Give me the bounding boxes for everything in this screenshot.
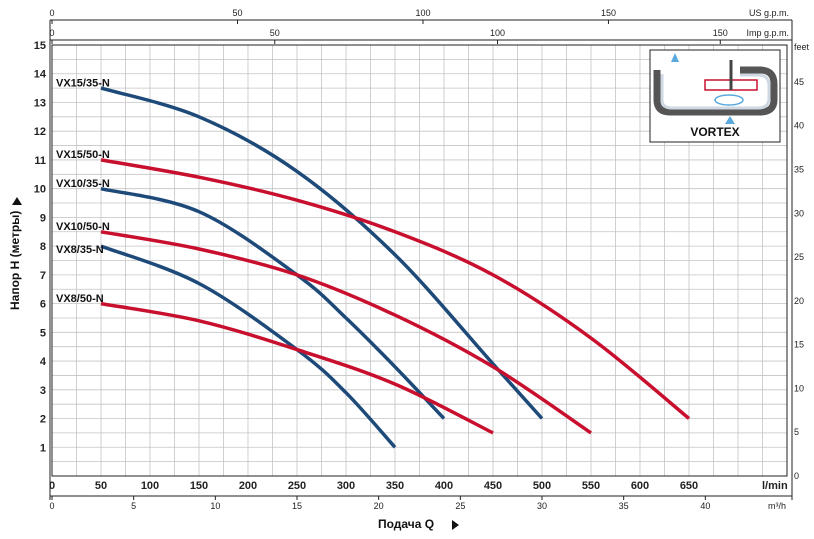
y-tick-label: 5 xyxy=(40,327,46,339)
x-tick-label: 500 xyxy=(533,480,551,492)
y-tick-label: 6 xyxy=(40,299,46,311)
x-tick-label: 550 xyxy=(582,480,600,492)
feet-tick-label: 25 xyxy=(794,252,804,262)
y-tick-label: 11 xyxy=(34,155,46,167)
m3h-tick-label: 40 xyxy=(700,501,710,511)
y-tick-label: 9 xyxy=(40,212,46,224)
x-unit-m3h: m³/h xyxy=(768,501,786,511)
vortex-inset: VORTEX xyxy=(649,49,781,143)
series-label: VX8/50-N xyxy=(56,293,104,305)
y-axis-title-group: Напор H (метры) xyxy=(8,211,22,310)
x-tick-label: 300 xyxy=(337,480,355,492)
us-gpm-tick-label: 150 xyxy=(601,8,616,18)
plot-border xyxy=(51,44,788,477)
series-curve xyxy=(100,244,397,449)
imp-gpm-tick-label: 0 xyxy=(49,28,54,38)
feet-tick-label: 0 xyxy=(794,471,799,481)
series-curve xyxy=(100,230,592,435)
x-tick-label: 150 xyxy=(190,480,208,492)
x-tick-label: 100 xyxy=(141,480,159,492)
y-tick-label: 15 xyxy=(34,40,46,52)
feet-tick-label: 20 xyxy=(794,296,804,306)
vortex-label: VORTEX xyxy=(690,125,739,139)
y-tick-label: 7 xyxy=(40,270,46,282)
series-curve xyxy=(100,86,544,420)
feet-tick-label: 30 xyxy=(794,208,804,218)
series-label: VX8/35-N xyxy=(56,244,104,256)
top-unit-us-gpm: US g.p.m. xyxy=(749,8,789,18)
x-tick-label: 600 xyxy=(631,480,649,492)
x-tick-label: 50 xyxy=(95,480,107,492)
right-unit-feet: feet xyxy=(794,42,810,52)
us-gpm-tick-label: 100 xyxy=(415,8,430,18)
feet-tick-label: 15 xyxy=(794,340,804,350)
x-tick-label: 0 xyxy=(49,480,55,492)
series-label: VX10/35-N xyxy=(56,178,110,190)
axes: 0 50 100 150 200 250 300 350 400 450 500 550 600 6501… xyxy=(34,8,804,511)
m3h-tick-label: 30 xyxy=(537,501,547,511)
pump-housing-icon xyxy=(653,66,778,116)
y-tick-label: 12 xyxy=(34,126,46,138)
y-axis-title: Напор H (метры) xyxy=(8,211,22,310)
vortex-swirl-icon xyxy=(714,94,744,106)
imp-gpm-tick-label: 100 xyxy=(490,28,505,38)
y-tick-label: 4 xyxy=(40,356,47,368)
x-tick-label: 650 xyxy=(680,480,698,492)
y-tick-label: 8 xyxy=(40,241,46,253)
imp-gpm-tick-label: 150 xyxy=(713,28,728,38)
x-tick-label: 250 xyxy=(288,480,306,492)
x-unit-lmin: l/min xyxy=(762,480,788,492)
top-unit-imp-gpm: Imp g.p.m. xyxy=(746,28,789,38)
series-label: VX15/50-N xyxy=(56,149,110,161)
y-tick-label: 1 xyxy=(40,442,46,454)
plot-frame xyxy=(49,19,793,500)
flow-up-arrow-icon xyxy=(671,53,679,62)
x-axis-arrow-icon xyxy=(452,520,459,530)
series-curve xyxy=(100,158,691,420)
y-tick-label: 3 xyxy=(40,385,46,397)
x-tick-label: 450 xyxy=(484,480,502,492)
imp-gpm-tick-label: 50 xyxy=(270,28,280,38)
m3h-tick-label: 25 xyxy=(455,501,465,511)
series-label: VX15/35-N xyxy=(56,77,110,89)
feet-tick-label: 40 xyxy=(794,121,804,131)
y-axis-arrow-icon xyxy=(12,197,22,205)
feet-tick-label: 35 xyxy=(794,164,804,174)
flow-in-arrow-icon xyxy=(725,116,735,124)
feet-tick-label: 10 xyxy=(794,383,804,393)
y-tick-label: 2 xyxy=(40,414,46,426)
us-gpm-tick-label: 50 xyxy=(232,8,242,18)
y-tick-label: 14 xyxy=(34,69,47,81)
x-tick-label: 400 xyxy=(435,480,453,492)
series-curve xyxy=(100,301,494,435)
series-group xyxy=(100,86,691,449)
series-curve xyxy=(100,186,446,420)
m3h-tick-label: 35 xyxy=(619,501,629,511)
m3h-tick-label: 5 xyxy=(131,501,136,511)
series-label: VX10/50-N xyxy=(56,221,110,233)
y-tick-label: 13 xyxy=(34,97,46,109)
x-tick-label: 350 xyxy=(386,480,404,492)
us-gpm-tick-label: 0 xyxy=(49,8,54,18)
y-tick-label: 10 xyxy=(34,184,46,196)
m3h-tick-label: 20 xyxy=(374,501,384,511)
m3h-tick-label: 0 xyxy=(49,501,54,511)
m3h-tick-label: 15 xyxy=(292,501,302,511)
feet-tick-label: 45 xyxy=(794,77,804,87)
feet-tick-label: 5 xyxy=(794,427,799,437)
x-tick-label: 200 xyxy=(239,480,257,492)
series-labels: VX15/35-N VX15/50-N VX10/35-N VX10/50-N VX8/… xyxy=(56,77,110,305)
x-axis-title: Подача Q xyxy=(378,517,434,531)
m3h-tick-label: 10 xyxy=(210,501,220,511)
